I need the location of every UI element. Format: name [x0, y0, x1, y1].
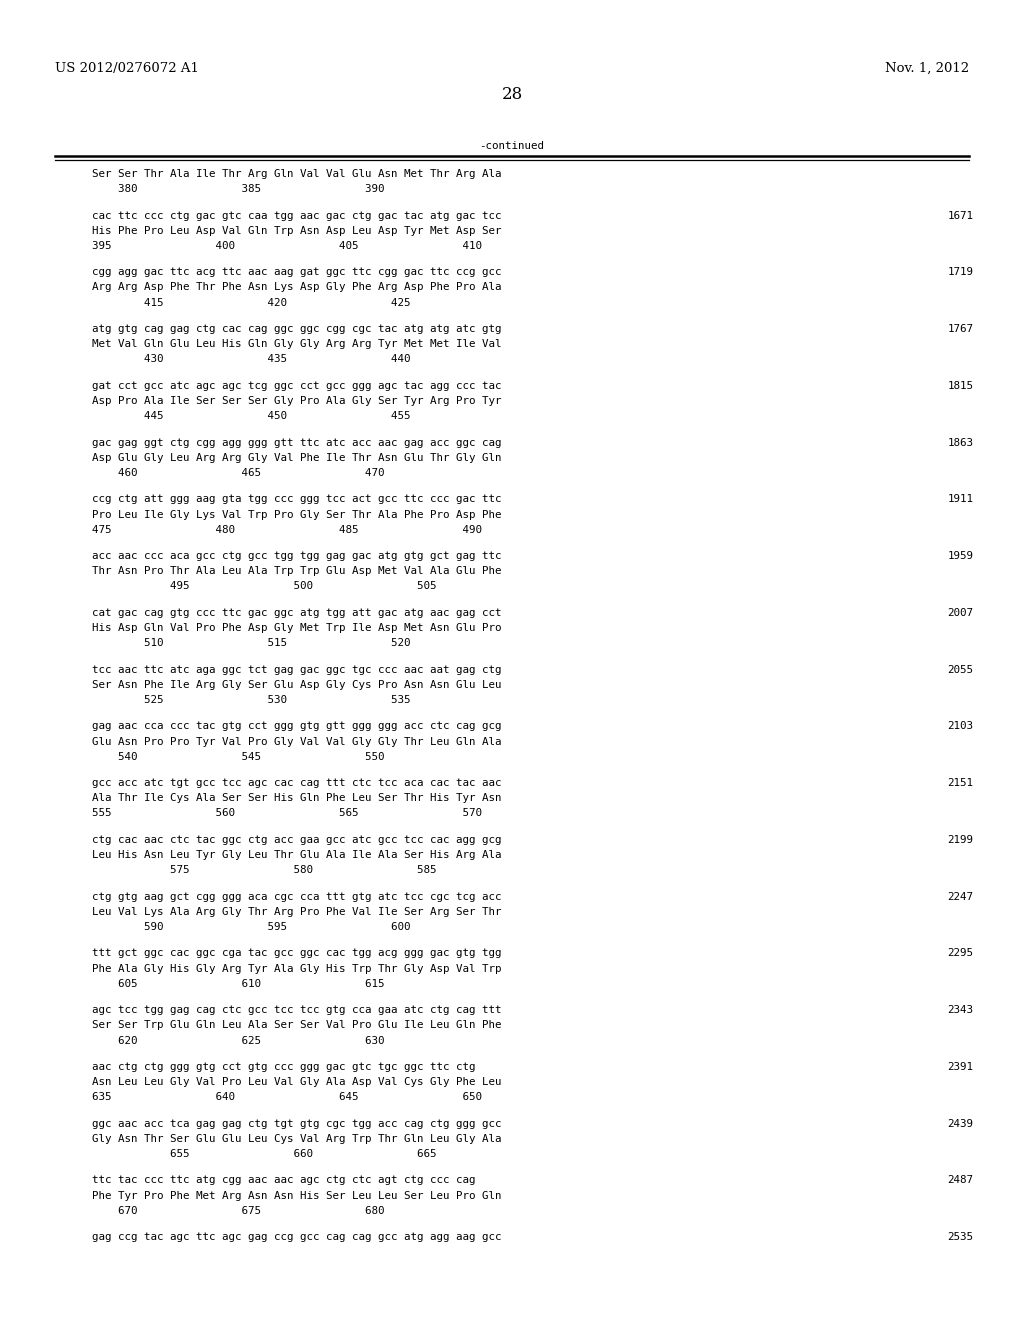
Text: 1911: 1911: [947, 494, 973, 504]
Text: Asp Pro Ala Ile Ser Ser Ser Gly Pro Ala Gly Ser Tyr Arg Pro Tyr: Asp Pro Ala Ile Ser Ser Ser Gly Pro Ala …: [92, 396, 502, 407]
Text: 460                465                470: 460 465 470: [92, 467, 385, 478]
Text: gac gag ggt ctg cgg agg ggg gtt ttc atc acc aac gag acc ggc cag: gac gag ggt ctg cgg agg ggg gtt ttc atc …: [92, 437, 502, 447]
Text: ctg cac aac ctc tac ggc ctg acc gaa gcc atc gcc tcc cac agg gcg: ctg cac aac ctc tac ggc ctg acc gaa gcc …: [92, 834, 502, 845]
Text: 2535: 2535: [947, 1232, 973, 1242]
Text: ttt gct ggc cac ggc cga tac gcc ggc cac tgg acg ggg gac gtg tgg: ttt gct ggc cac ggc cga tac gcc ggc cac …: [92, 948, 502, 958]
Text: ctg gtg aag gct cgg ggg aca cgc cca ttt gtg atc tcc cgc tcg acc: ctg gtg aag gct cgg ggg aca cgc cca ttt …: [92, 891, 502, 902]
Text: gcc acc atc tgt gcc tcc agc cac cag ttt ctc tcc aca cac tac aac: gcc acc atc tgt gcc tcc agc cac cag ttt …: [92, 777, 502, 788]
Text: aac ctg ctg ggg gtg cct gtg ccc ggg gac gtc tgc ggc ttc ctg: aac ctg ctg ggg gtg cct gtg ccc ggg gac …: [92, 1061, 476, 1072]
Text: gag aac cca ccc tac gtg cct ggg gtg gtt ggg ggg acc ctc cag gcg: gag aac cca ccc tac gtg cct ggg gtg gtt …: [92, 721, 502, 731]
Text: 575                580                585: 575 580 585: [92, 865, 436, 875]
Text: 2103: 2103: [947, 721, 973, 731]
Text: 2247: 2247: [947, 891, 973, 902]
Text: atg gtg cag gag ctg cac cag ggc ggc cgg cgc tac atg atg atc gtg: atg gtg cag gag ctg cac cag ggc ggc cgg …: [92, 323, 502, 334]
Text: Thr Asn Pro Thr Ala Leu Ala Trp Trp Glu Asp Met Val Ala Glu Phe: Thr Asn Pro Thr Ala Leu Ala Trp Trp Glu …: [92, 566, 502, 577]
Text: 2199: 2199: [947, 834, 973, 845]
Text: gag ccg tac agc ttc agc gag ccg gcc cag cag gcc atg agg aag gcc: gag ccg tac agc ttc agc gag ccg gcc cag …: [92, 1232, 502, 1242]
Text: 1863: 1863: [947, 437, 973, 447]
Text: Asn Leu Leu Gly Val Pro Leu Val Gly Ala Asp Val Cys Gly Phe Leu: Asn Leu Leu Gly Val Pro Leu Val Gly Ala …: [92, 1077, 502, 1088]
Text: 525                530                535: 525 530 535: [92, 694, 411, 705]
Text: 2487: 2487: [947, 1175, 973, 1185]
Text: Nov. 1, 2012: Nov. 1, 2012: [885, 62, 969, 75]
Text: 1719: 1719: [947, 267, 973, 277]
Text: 620                625                630: 620 625 630: [92, 1035, 385, 1045]
Text: 380                385                390: 380 385 390: [92, 183, 385, 194]
Text: Met Val Gln Glu Leu His Gln Gly Gly Arg Arg Tyr Met Met Ile Val: Met Val Gln Glu Leu His Gln Gly Gly Arg …: [92, 339, 502, 350]
Text: Gly Asn Thr Ser Glu Glu Leu Cys Val Arg Trp Thr Gln Leu Gly Ala: Gly Asn Thr Ser Glu Glu Leu Cys Val Arg …: [92, 1134, 502, 1144]
Text: His Phe Pro Leu Asp Val Gln Trp Asn Asp Leu Asp Tyr Met Asp Ser: His Phe Pro Leu Asp Val Gln Trp Asn Asp …: [92, 226, 502, 236]
Text: 1767: 1767: [947, 323, 973, 334]
Text: Phe Ala Gly His Gly Arg Tyr Ala Gly His Trp Thr Gly Asp Val Trp: Phe Ala Gly His Gly Arg Tyr Ala Gly His …: [92, 964, 502, 974]
Text: gat cct gcc atc agc agc tcg ggc cct gcc ggg agc tac agg ccc tac: gat cct gcc atc agc agc tcg ggc cct gcc …: [92, 380, 502, 391]
Text: 2151: 2151: [947, 777, 973, 788]
Text: Ala Thr Ile Cys Ala Ser Ser His Gln Phe Leu Ser Thr His Tyr Asn: Ala Thr Ile Cys Ala Ser Ser His Gln Phe …: [92, 793, 502, 804]
Text: 2343: 2343: [947, 1005, 973, 1015]
Text: Asp Glu Gly Leu Arg Arg Gly Val Phe Ile Thr Asn Glu Thr Gly Gln: Asp Glu Gly Leu Arg Arg Gly Val Phe Ile …: [92, 453, 502, 463]
Text: ggc aac acc tca gag gag ctg tgt gtg cgc tgg acc cag ctg ggg gcc: ggc aac acc tca gag gag ctg tgt gtg cgc …: [92, 1118, 502, 1129]
Text: 605                610                615: 605 610 615: [92, 978, 385, 989]
Text: 510                515                520: 510 515 520: [92, 638, 411, 648]
Text: ccg ctg att ggg aag gta tgg ccc ggg tcc act gcc ttc ccc gac ttc: ccg ctg att ggg aag gta tgg ccc ggg tcc …: [92, 494, 502, 504]
Text: Arg Arg Asp Phe Thr Phe Asn Lys Asp Gly Phe Arg Asp Phe Pro Ala: Arg Arg Asp Phe Thr Phe Asn Lys Asp Gly …: [92, 282, 502, 293]
Text: 555                560                565                570: 555 560 565 570: [92, 808, 482, 818]
Text: cat gac cag gtg ccc ttc gac ggc atg tgg att gac atg aac gag cct: cat gac cag gtg ccc ttc gac ggc atg tgg …: [92, 607, 502, 618]
Text: 1815: 1815: [947, 380, 973, 391]
Text: Ser Ser Trp Glu Gln Leu Ala Ser Ser Val Pro Glu Ile Leu Gln Phe: Ser Ser Trp Glu Gln Leu Ala Ser Ser Val …: [92, 1020, 502, 1031]
Text: cac ttc ccc ctg gac gtc caa tgg aac gac ctg gac tac atg gac tcc: cac ttc ccc ctg gac gtc caa tgg aac gac …: [92, 210, 502, 220]
Text: 540                545                550: 540 545 550: [92, 751, 385, 762]
Text: Glu Asn Pro Pro Tyr Val Pro Gly Val Val Gly Gly Thr Leu Gln Ala: Glu Asn Pro Pro Tyr Val Pro Gly Val Val …: [92, 737, 502, 747]
Text: His Asp Gln Val Pro Phe Asp Gly Met Trp Ile Asp Met Asn Glu Pro: His Asp Gln Val Pro Phe Asp Gly Met Trp …: [92, 623, 502, 634]
Text: Phe Tyr Pro Phe Met Arg Asn Asn His Ser Leu Leu Ser Leu Pro Gln: Phe Tyr Pro Phe Met Arg Asn Asn His Ser …: [92, 1191, 502, 1201]
Text: 670                675                680: 670 675 680: [92, 1205, 385, 1216]
Text: cgg agg gac ttc acg ttc aac aag gat ggc ttc cgg gac ttc ccg gcc: cgg agg gac ttc acg ttc aac aag gat ggc …: [92, 267, 502, 277]
Text: 445                450                455: 445 450 455: [92, 411, 411, 421]
Text: ttc tac ccc ttc atg cgg aac aac agc ctg ctc agt ctg ccc cag: ttc tac ccc ttc atg cgg aac aac agc ctg …: [92, 1175, 476, 1185]
Text: Ser Asn Phe Ile Arg Gly Ser Glu Asp Gly Cys Pro Asn Asn Glu Leu: Ser Asn Phe Ile Arg Gly Ser Glu Asp Gly …: [92, 680, 502, 690]
Text: 1959: 1959: [947, 550, 973, 561]
Text: tcc aac ttc atc aga ggc tct gag gac ggc tgc ccc aac aat gag ctg: tcc aac ttc atc aga ggc tct gag gac ggc …: [92, 664, 502, 675]
Text: 2055: 2055: [947, 664, 973, 675]
Text: 635                640                645                650: 635 640 645 650: [92, 1092, 482, 1102]
Text: Pro Leu Ile Gly Lys Val Trp Pro Gly Ser Thr Ala Phe Pro Asp Phe: Pro Leu Ile Gly Lys Val Trp Pro Gly Ser …: [92, 510, 502, 520]
Text: 28: 28: [502, 86, 522, 103]
Text: 2295: 2295: [947, 948, 973, 958]
Text: 1671: 1671: [947, 210, 973, 220]
Text: 395                400                405                410: 395 400 405 410: [92, 240, 482, 251]
Text: 475                480                485                490: 475 480 485 490: [92, 524, 482, 535]
Text: 655                660                665: 655 660 665: [92, 1148, 436, 1159]
Text: 2439: 2439: [947, 1118, 973, 1129]
Text: 430                435                440: 430 435 440: [92, 354, 411, 364]
Text: -continued: -continued: [479, 141, 545, 152]
Text: 2391: 2391: [947, 1061, 973, 1072]
Text: Leu Val Lys Ala Arg Gly Thr Arg Pro Phe Val Ile Ser Arg Ser Thr: Leu Val Lys Ala Arg Gly Thr Arg Pro Phe …: [92, 907, 502, 917]
Text: Leu His Asn Leu Tyr Gly Leu Thr Glu Ala Ile Ala Ser His Arg Ala: Leu His Asn Leu Tyr Gly Leu Thr Glu Ala …: [92, 850, 502, 861]
Text: agc tcc tgg gag cag ctc gcc tcc tcc gtg cca gaa atc ctg cag ttt: agc tcc tgg gag cag ctc gcc tcc tcc gtg …: [92, 1005, 502, 1015]
Text: US 2012/0276072 A1: US 2012/0276072 A1: [55, 62, 200, 75]
Text: 2007: 2007: [947, 607, 973, 618]
Text: 590                595                600: 590 595 600: [92, 921, 411, 932]
Text: Ser Ser Thr Ala Ile Thr Arg Gln Val Val Glu Asn Met Thr Arg Ala: Ser Ser Thr Ala Ile Thr Arg Gln Val Val …: [92, 169, 502, 180]
Text: acc aac ccc aca gcc ctg gcc tgg tgg gag gac atg gtg gct gag ttc: acc aac ccc aca gcc ctg gcc tgg tgg gag …: [92, 550, 502, 561]
Text: 495                500                505: 495 500 505: [92, 581, 436, 591]
Text: 415                420                425: 415 420 425: [92, 297, 411, 308]
